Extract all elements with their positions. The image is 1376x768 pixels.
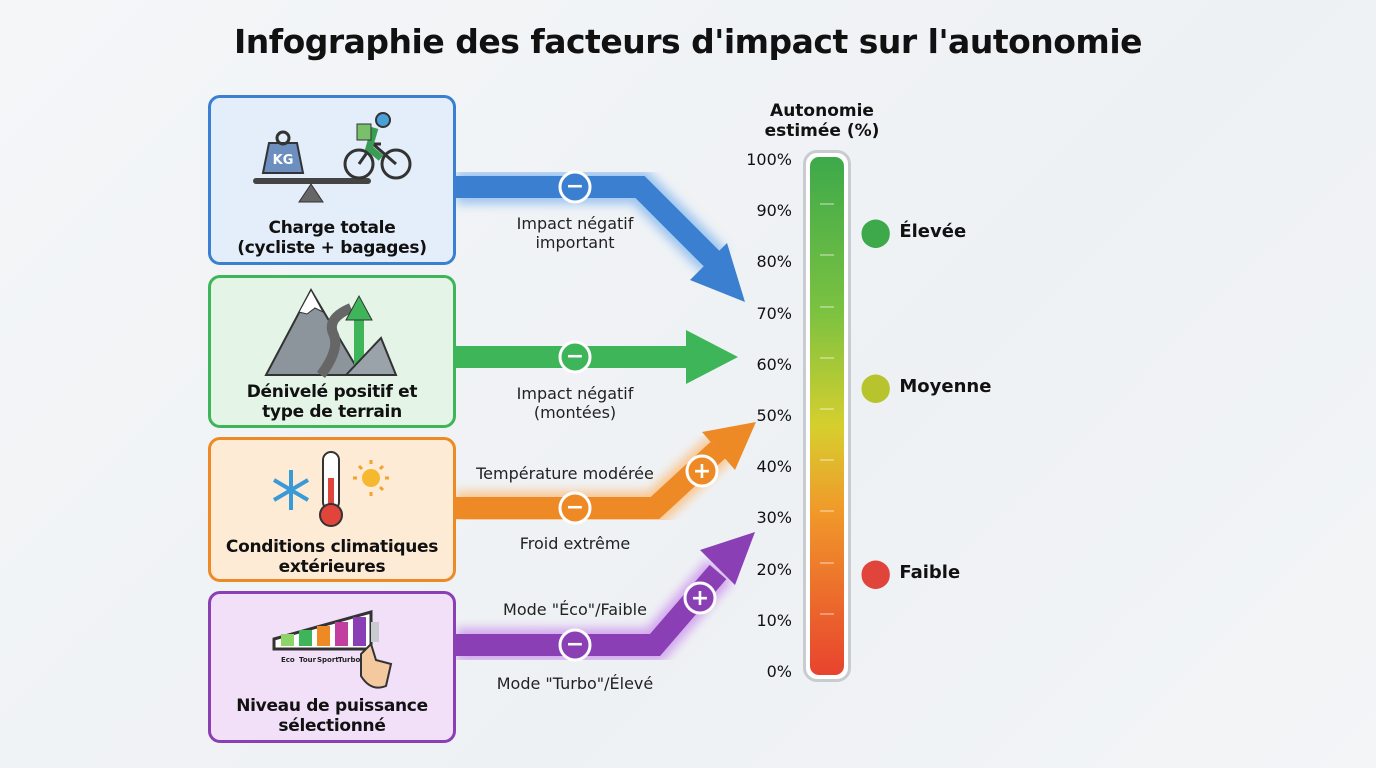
factor-label: Conditions climatiques [225, 537, 439, 557]
factor-label: Niveau de puissance [236, 696, 428, 716]
climate-arrow: − + [456, 422, 756, 525]
climate-plus-label: Température modérée [476, 464, 654, 483]
factor-label: Charge totale [268, 218, 396, 238]
svg-text:Turbo: Turbo [338, 656, 360, 664]
gauge-gridline [820, 459, 834, 462]
power-arrow: − + [456, 532, 755, 662]
gauge-gridline [820, 612, 834, 615]
factor-sublabel: type de terrain [262, 402, 402, 422]
minus-icon [558, 170, 592, 204]
minus-sign: − [566, 495, 584, 520]
factor-label: Dénivelé positif et [246, 382, 418, 402]
gauge-gridline [820, 561, 834, 564]
minus-icon [558, 491, 592, 525]
scale-title: Autonomie estimée (%) [764, 101, 880, 141]
factor-card-climate: Conditions climatiques extérieures [208, 437, 456, 582]
minus-sign: − [566, 632, 584, 657]
factor-sublabel: (cycliste + bagages) [237, 238, 427, 258]
climate-minus-label: Froid extrême [519, 534, 631, 553]
gauge-gridline [820, 254, 834, 257]
sun-icon [362, 469, 380, 487]
terrain-impact-label: Impact négatif (montées) [516, 384, 634, 422]
minus-sign: − [566, 174, 584, 199]
marker-high: ⬤ Élevée [860, 215, 967, 248]
autonomy-gauge [803, 150, 851, 682]
charge-arrow: − [456, 170, 745, 302]
marker-medium: ⬤ Moyenne [860, 370, 992, 403]
scale-tick: 20% [756, 559, 792, 579]
scale-tick: 50% [756, 406, 792, 425]
snowflake-icon [272, 470, 310, 510]
terrain-arrow: − [456, 330, 738, 384]
marker-low: ⬤ Faible [860, 556, 961, 589]
page-title: Infographie des facteurs d'impact sur l'… [233, 22, 1143, 61]
scale-tick: 0% [766, 662, 792, 681]
location-pin-icon: ⬤ [860, 370, 892, 403]
scale-tick: 70% [756, 303, 792, 323]
location-pin-icon: ⬤ [860, 556, 892, 589]
scale-tick: 30% [756, 508, 792, 528]
scale-tick: 80% [756, 252, 792, 272]
scale-tick: 90% [756, 201, 792, 221]
plus-sign: + [691, 586, 709, 611]
gauge-gridline [820, 356, 834, 359]
gauge-gridline [820, 203, 834, 206]
gauge-gridline [820, 305, 834, 308]
power-minus-label: Mode "Turbo"/Élevé [496, 674, 654, 693]
hand-pointer-icon [360, 642, 393, 689]
scale-tick: 60% [756, 354, 792, 374]
minus-icon [558, 340, 592, 374]
charge-impact-label: Impact négatif important [516, 214, 634, 252]
plus-icon [683, 581, 717, 615]
battery-power-modes-icon: Eco Tour Sport Turbo [272, 610, 393, 689]
location-pin-icon: ⬤ [860, 215, 892, 248]
factor-sublabel: sélectionné [278, 716, 386, 736]
minus-icon [558, 628, 592, 662]
factor-card-charge: KG Charge totale (cycliste + bagages) [208, 95, 456, 265]
weight-scale-cyclist-icon: KG [253, 112, 412, 203]
factor-card-terrain: Dénivelé positif et type de terrain [208, 275, 456, 428]
snowflake-thermometer-sun-icon [272, 451, 389, 527]
svg-text:Sport: Sport [317, 656, 339, 664]
minus-sign: − [566, 344, 584, 369]
mountain-road-up-arrow-icon [264, 287, 398, 378]
svg-text:KG: KG [273, 153, 294, 168]
plus-icon [685, 454, 719, 488]
plus-sign: + [693, 459, 711, 484]
gauge-gridline [820, 408, 834, 410]
power-plus-label: Mode "Éco"/Faible [503, 600, 647, 619]
scale-tick: 10% [756, 610, 792, 630]
scale-tick: 40% [756, 457, 792, 477]
scale-tick: 100% [746, 150, 792, 169]
gauge-gridline [820, 510, 834, 513]
factor-sublabel: extérieures [278, 557, 386, 577]
svg-text:Eco: Eco [281, 656, 295, 664]
svg-text:Tour: Tour [299, 656, 317, 664]
factor-card-power: Eco Tour Sport Turbo Niveau de puissance… [208, 591, 456, 743]
